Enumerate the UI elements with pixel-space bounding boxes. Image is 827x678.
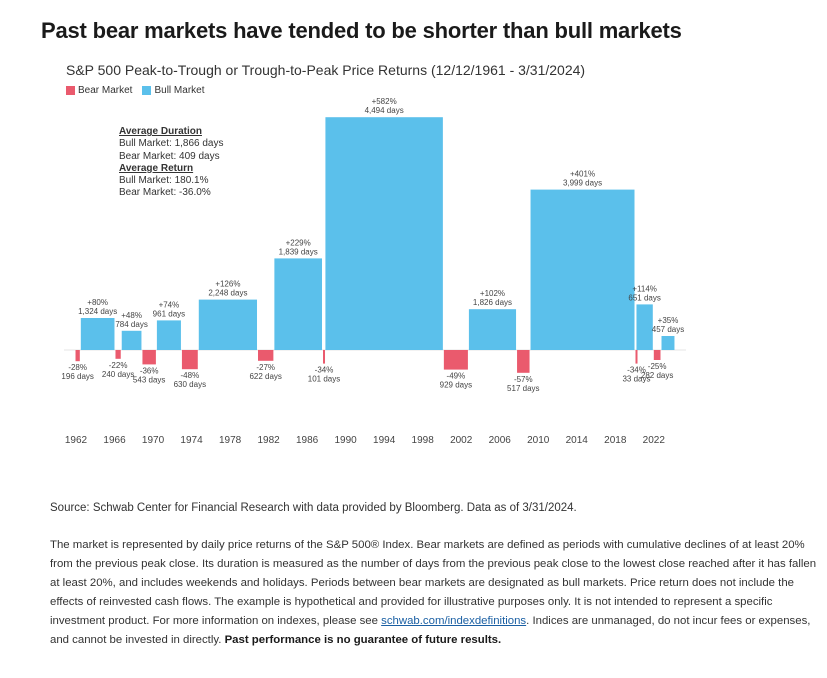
bull-days-label-8: 651 days <box>628 293 660 302</box>
bull-return-label-2: +74% <box>159 300 180 309</box>
bull-days-label-0: 1,324 days <box>78 307 117 316</box>
x-tick-label-1990: 1990 <box>335 435 358 446</box>
bull-days-label-6: 1,826 days <box>473 298 512 307</box>
bear-days-label-7: 517 days <box>507 384 539 393</box>
legend-label-bull: Bull Market <box>154 85 205 96</box>
notes-text-2: . Indices are unmanaged, do not incur fe… <box>50 615 811 646</box>
bull-bar-6 <box>468 309 517 350</box>
bull-bar-3 <box>198 299 258 350</box>
bear-return-label-1: -22% <box>109 361 128 370</box>
bull-duration: Bull Market: 1,866 days <box>119 138 224 150</box>
x-tick-label-1970: 1970 <box>142 435 165 446</box>
bull-days-label-5: 4,494 days <box>365 106 404 115</box>
bull-return-label-1: +48% <box>121 311 142 320</box>
bear-days-label-5: 101 days <box>308 375 340 384</box>
performance-disclaimer: Past performance is no guarantee of futu… <box>224 634 502 646</box>
bull-bar-8 <box>636 304 653 350</box>
x-tick-label-1986: 1986 <box>296 435 319 446</box>
x-tick-label-2006: 2006 <box>489 435 512 446</box>
bear-days-label-8: 33 days <box>622 375 650 384</box>
headline: Past bear markets have tended to be shor… <box>41 18 682 43</box>
legend-item-bull: Bull Market <box>142 85 204 96</box>
bear-bar-9 <box>653 350 661 360</box>
bull-days-label-1: 784 days <box>115 320 147 329</box>
chart-title: S&P 500 Peak-to-Trough or Trough-to-Peak… <box>66 62 586 78</box>
bull-days-label-9: 457 days <box>652 325 684 334</box>
bear-days-label-2: 543 days <box>133 375 165 384</box>
x-tick-label-2010: 2010 <box>527 435 550 446</box>
x-tick-label-1974: 1974 <box>180 435 203 446</box>
bull-bar-2 <box>156 320 181 350</box>
bull-return-label-6: +102% <box>480 289 505 298</box>
bear-return-label-2: -36% <box>140 366 159 375</box>
stats-box: Average Duration Bull Market: 1,866 days… <box>119 126 224 200</box>
bear-return-label-6: -49% <box>447 372 466 381</box>
avg-duration-heading: Average Duration <box>119 126 202 137</box>
bear-days-label-3: 630 days <box>174 380 206 389</box>
chart-legend: Bear Market Bull Market <box>66 85 204 96</box>
bull-return: Bull Market: 180.1% <box>119 175 209 187</box>
bull-days-label-2: 961 days <box>153 309 185 318</box>
bear-return-label-3: -48% <box>181 371 200 380</box>
bull-return-label-7: +401% <box>570 170 595 179</box>
x-tick-label-1978: 1978 <box>219 435 242 446</box>
bear-bar-0 <box>75 350 80 362</box>
x-tick-label-1982: 1982 <box>257 435 280 446</box>
bear-bar-6 <box>443 350 468 370</box>
bear-bar-2 <box>142 350 156 365</box>
x-tick-label-1998: 1998 <box>412 435 435 446</box>
bear-days-label-4: 622 days <box>249 372 281 381</box>
legend-swatch-bear <box>66 86 75 95</box>
bear-bar-4 <box>258 350 274 361</box>
legend-swatch-bull <box>142 86 152 95</box>
bear-return-label-9: -25% <box>648 362 667 371</box>
bear-days-label-1: 240 days <box>102 370 134 379</box>
bear-duration: Bear Market: 409 days <box>119 150 220 162</box>
index-definitions-link[interactable]: schwab.com/indexdefinitions <box>381 615 527 627</box>
notes-text-1: The market is represented by daily price… <box>50 539 817 627</box>
bear-return: Bear Market: -36.0% <box>119 187 211 199</box>
bull-bar-0 <box>80 318 115 350</box>
bear-bar-5 <box>323 350 326 364</box>
bull-bar-5 <box>325 117 443 350</box>
bull-bar-4 <box>274 258 323 350</box>
bear-days-label-9: 282 days <box>641 371 673 380</box>
bear-bar-3 <box>181 350 198 370</box>
bear-bar-7 <box>517 350 530 373</box>
x-tick-label-2022: 2022 <box>643 435 666 446</box>
bear-bar-8 <box>635 350 638 364</box>
bear-return-label-5: -34% <box>315 366 334 375</box>
x-tick-label-1962: 1962 <box>65 435 88 446</box>
x-tick-label-2014: 2014 <box>566 435 589 446</box>
bull-return-label-8: +114% <box>632 284 657 293</box>
x-tick-label-2018: 2018 <box>604 435 627 446</box>
bull-bar-9 <box>661 336 675 350</box>
x-tick-label-1966: 1966 <box>103 435 126 446</box>
bear-return-label-4: -27% <box>256 363 275 372</box>
x-tick-label-2002: 2002 <box>450 435 473 446</box>
x-tick-label-1994: 1994 <box>373 435 396 446</box>
bull-days-label-4: 1,839 days <box>279 247 318 256</box>
bull-bar-7 <box>530 189 635 350</box>
bull-return-label-0: +80% <box>87 298 108 307</box>
bull-return-label-5: +582% <box>372 97 397 106</box>
bear-days-label-6: 929 days <box>440 381 472 390</box>
bull-days-label-7: 3,999 days <box>563 179 602 188</box>
bear-return-label-0: -28% <box>68 363 87 372</box>
source-note: Source: Schwab Center for Financial Rese… <box>50 502 577 514</box>
avg-return-heading: Average Return <box>119 162 194 174</box>
bear-days-label-0: 196 days <box>61 372 93 381</box>
bull-days-label-3: 2,248 days <box>208 289 247 298</box>
bear-bar-1 <box>115 350 121 359</box>
bull-return-label-9: +35% <box>658 316 679 325</box>
bull-return-label-3: +126% <box>215 280 240 289</box>
legend-label-bear: Bear Market <box>78 85 133 96</box>
bull-return-label-4: +229% <box>286 238 311 247</box>
bear-return-label-7: -57% <box>514 375 533 384</box>
bull-bar-1 <box>121 330 142 350</box>
bear-return-label-8: -34% <box>627 366 646 375</box>
chart-plot: -28%196 days -22%240 days -36%543 days -48%… <box>61 97 686 446</box>
legend-item-bear: Bear Market <box>66 85 132 96</box>
disclosure-notes: The market is represented by daily price… <box>50 536 820 650</box>
